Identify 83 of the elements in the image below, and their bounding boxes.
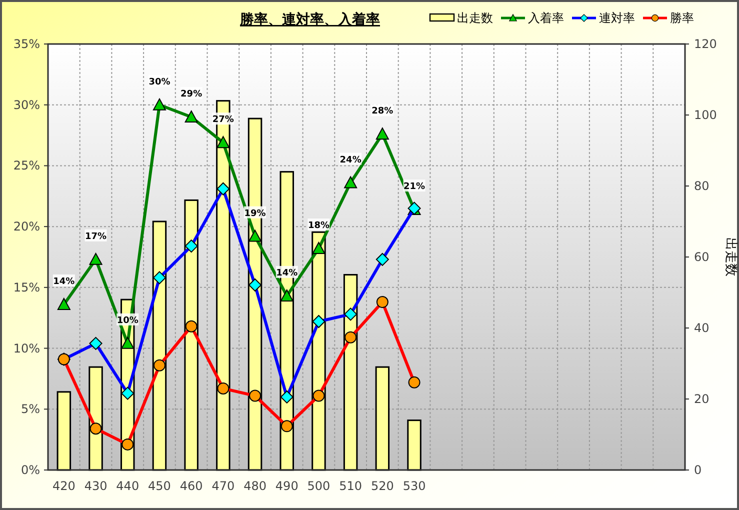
point — [152, 271, 166, 284]
point — [376, 252, 389, 266]
point — [185, 320, 198, 332]
x-tick-label: 450 — [148, 479, 171, 493]
data-label: 24% — [340, 155, 362, 166]
point — [184, 240, 198, 253]
point — [376, 128, 389, 140]
point — [280, 420, 293, 432]
x-tick-label: 440 — [116, 479, 140, 493]
y2-tick-label: 80 — [694, 179, 710, 193]
x-tick-label: 510 — [339, 479, 362, 493]
x-tick-label: 500 — [307, 479, 330, 493]
legend-label: 連対率 — [599, 11, 635, 25]
y2-tick-label: 40 — [694, 321, 710, 335]
bar — [56, 391, 72, 471]
point — [121, 336, 134, 349]
data-label: 10% — [116, 316, 138, 326]
point — [312, 315, 326, 328]
y-tick-label: 5% — [20, 402, 40, 416]
point — [216, 182, 230, 196]
y2-tick-label: 60 — [694, 250, 710, 264]
point — [248, 278, 262, 292]
point — [121, 386, 134, 400]
x-tick-label: 420 — [52, 479, 76, 493]
x-tick-label: 470 — [212, 479, 235, 493]
bar — [407, 420, 422, 471]
point — [89, 336, 102, 350]
y2-tick-label: 20 — [694, 392, 710, 406]
y-tick-label: 15% — [13, 280, 40, 294]
point — [312, 242, 326, 254]
point — [153, 359, 166, 372]
point — [344, 308, 358, 321]
point — [248, 230, 262, 242]
bar — [343, 274, 358, 471]
point — [57, 298, 70, 310]
data-label: 19% — [244, 208, 266, 219]
y2-tick-label: 0 — [694, 463, 702, 477]
data-label: 21% — [404, 182, 426, 192]
data-label: 14% — [276, 268, 298, 278]
data-label: 17% — [85, 232, 107, 242]
point — [344, 176, 358, 188]
point — [122, 438, 134, 450]
y-tick-label: 20% — [13, 220, 40, 234]
point — [408, 376, 420, 388]
x-tick-label: 520 — [370, 479, 394, 493]
data-label: 18% — [308, 220, 330, 231]
point — [280, 289, 294, 302]
point — [376, 296, 388, 308]
x-tick-label: 430 — [84, 479, 108, 493]
bar — [375, 366, 390, 471]
bar — [184, 199, 198, 471]
data-label: 29% — [180, 90, 202, 100]
point — [249, 390, 262, 402]
point — [217, 382, 230, 394]
x-tick-label: 530 — [402, 479, 426, 493]
legend-label: 入着率 — [528, 11, 564, 25]
bar — [152, 220, 167, 471]
point — [344, 331, 357, 344]
x-tick-label: 480 — [244, 479, 266, 493]
data-label: 14% — [53, 276, 75, 287]
point — [184, 110, 198, 123]
y-tick-label: 10% — [13, 341, 40, 356]
data-label: 28% — [372, 106, 394, 117]
y-tick-label: 35% — [13, 37, 40, 51]
data-label: 27% — [212, 115, 234, 126]
y-tick-label: 25% — [13, 158, 40, 173]
y-tick-label: 30% — [13, 98, 40, 112]
chart-title: 勝率、連対率、入着率 — [239, 11, 380, 28]
point — [280, 390, 294, 404]
y2-tick-label: 120 — [694, 37, 717, 51]
y2-tick-label: 100 — [694, 108, 717, 122]
y-tick-label: 0% — [20, 463, 40, 477]
point — [89, 252, 102, 265]
x-tick-label: 460 — [180, 479, 203, 493]
point — [152, 98, 166, 110]
legend-label: 出走数 — [457, 11, 493, 25]
point — [216, 136, 230, 148]
y2-axis-title: 出走数 — [723, 238, 738, 276]
point — [90, 422, 102, 435]
x-tick-label: 490 — [275, 479, 298, 493]
point — [312, 390, 325, 402]
legend-label: 勝率 — [670, 11, 694, 25]
data-label: 30% — [148, 77, 170, 88]
